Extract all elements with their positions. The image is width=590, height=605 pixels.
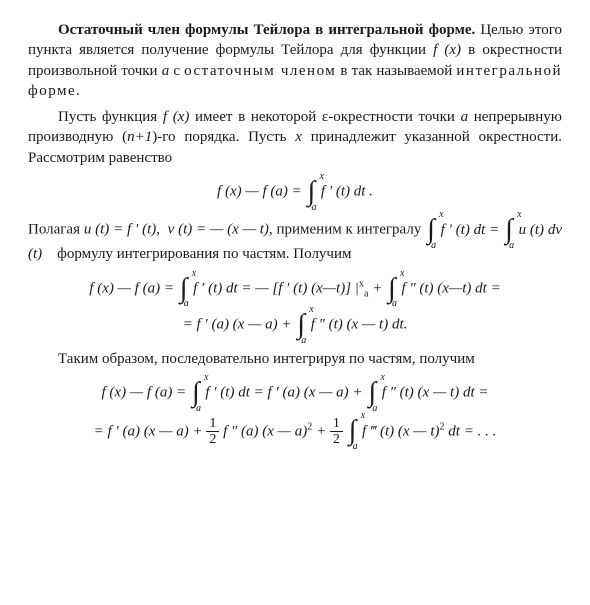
eq2-l1-a: f (x) — f (a) =: [89, 280, 174, 296]
int-lower-3b: a: [392, 297, 397, 311]
integral-3b: x ∫ a: [388, 275, 396, 303]
setup-text-2: имеет в некоторой ε-окрестности точки: [189, 109, 460, 125]
eq3-l2-e: dt = . . .: [445, 423, 497, 439]
int-upper-3b: x: [400, 267, 404, 281]
subst-text-3: формулу интегрирования по частям. Получи…: [57, 246, 351, 262]
int-upper: x: [319, 170, 323, 184]
eq2-l1-b: f ′ (t) dt = — [f ′ (t) (x—t)] |: [193, 280, 359, 296]
integral-3a: x ∫ a: [180, 275, 188, 303]
equation-3: f (x) — f (a) = x ∫ a f ′ (t) dt = f ′ (…: [28, 379, 562, 447]
int-upper-2a: x: [439, 208, 443, 222]
setup-paragraph: Пусть функция f (x) имеет в некоторой ε-…: [28, 107, 562, 168]
integral-3c: x ∫ a: [297, 311, 305, 339]
eq3-line2: = f ′ (a) (x — a) + 1 2 f ″ (a) (x — a) 2…: [28, 416, 562, 448]
equation-2: f (x) — f (a) = x ∫ a f ′ (t) dt = — [f …: [28, 275, 562, 340]
eq3-line1: f (x) — f (a) = x ∫ a f ′ (t) dt = f ′ (…: [28, 379, 562, 407]
integral-1: x ∫ a: [307, 178, 315, 206]
int-upper-3c: x: [309, 303, 313, 317]
frac-half-2: 1 2: [330, 416, 343, 448]
setup-n1: n+1: [127, 129, 152, 145]
int-lower-4c: a: [353, 440, 358, 454]
eq2-l1-c: +: [368, 280, 382, 296]
eq3-l2-a: = f ′ (a) (x — a) +: [94, 423, 203, 439]
int-lower-2b: a: [509, 239, 514, 253]
eq2-l2-a: = f ′ (a) (x — a) +: [183, 316, 292, 332]
int-lower: a: [311, 201, 316, 215]
intro-spaced-1: остаточным членом: [184, 63, 336, 79]
integral-2b: x ∫ a: [505, 216, 513, 244]
int-upper-2b: x: [517, 208, 521, 222]
integral-4c: x ∫ a: [349, 417, 357, 445]
frac-den-2: 2: [330, 432, 343, 447]
intro-fx: f (x): [433, 42, 461, 58]
setup-text-1: Пусть функция: [58, 109, 163, 125]
int-lower-4b: a: [372, 402, 377, 416]
equation-1: f (x) — f (a) = x ∫ a f ′ (t) dt .: [28, 178, 562, 206]
intro-text-4: в так называемой: [336, 63, 456, 79]
frac-num-2: 1: [330, 416, 343, 432]
int-upper-4b: x: [380, 371, 384, 385]
int-upper-4a: x: [204, 371, 208, 385]
eq3-l2-b: f ″ (a) (x — a): [223, 423, 307, 439]
integral-4b: x ∫ a: [368, 379, 376, 407]
setup-a: a: [461, 109, 469, 125]
title-paragraph: Остаточный член формулы Тейлора в интегр…: [28, 20, 562, 101]
int-upper-3a: x: [192, 267, 196, 281]
eq1-integrand: f ′ (t) dt .: [321, 183, 373, 199]
eq2-l2-b: f ″ (t) (x — t) dt.: [311, 316, 408, 332]
conclusion-text: Таким образом, последовательно интегриру…: [58, 351, 475, 367]
eq3-l1-b: f ′ (t) dt = f ′ (a) (x — a) +: [205, 385, 362, 401]
int-lower-2a: a: [431, 239, 436, 253]
setup-text-4: )-го порядка. Пусть: [152, 129, 295, 145]
setup-x: x: [295, 129, 302, 145]
eq1-line: f (x) — f (a) = x ∫ a f ′ (t) dt .: [28, 178, 562, 206]
setup-fx: f (x): [163, 109, 190, 125]
frac-den-1: 2: [206, 432, 219, 447]
eq1-lhs: f (x) — f (a) =: [217, 183, 302, 199]
intro-text-3: с: [169, 63, 184, 79]
eq3-l2-c: +: [312, 423, 326, 439]
conclusion-paragraph: Таким образом, последовательно интегриру…: [28, 349, 562, 369]
subst-text-1: Полагая: [28, 222, 84, 238]
substitution-paragraph: Полагая u (t) = f ′ (t), v (t) = — (x — …: [28, 216, 562, 265]
subst-ut: u (t) = f ′ (t): [84, 222, 156, 238]
int-lower-3a: a: [184, 297, 189, 311]
eq2-line2: = f ′ (a) (x — a) + x ∫ a f ″ (t) (x — t…: [28, 311, 562, 339]
section-title: Остаточный член формулы Тейлора в интегр…: [58, 22, 475, 38]
frac-num-1: 1: [206, 416, 219, 432]
eq3-l2-d: f ‴ (t) (x — t): [362, 423, 440, 439]
eq3-l1-a: f (x) — f (a) =: [102, 385, 187, 401]
eq2-l1-d: f ″ (t) (x—t) dt =: [401, 280, 500, 296]
int-upper-4c: x: [361, 409, 365, 423]
int-lower-4a: a: [196, 402, 201, 416]
subst-int1: f ′ (t) dt =: [441, 222, 500, 238]
eq2-line1: f (x) — f (a) = x ∫ a f ′ (t) dt = — [f …: [28, 275, 562, 303]
eq3-l1-c: f ″ (t) (x — t) dt =: [382, 385, 489, 401]
integral-2a: x ∫ a: [427, 216, 435, 244]
integral-4a: x ∫ a: [192, 379, 200, 407]
frac-half-1: 1 2: [206, 416, 219, 448]
subst-vt: v (t) = — (x — t): [168, 222, 269, 238]
int-lower-3c: a: [301, 334, 306, 348]
subst-text-2: , применим к интегралу: [269, 222, 421, 238]
